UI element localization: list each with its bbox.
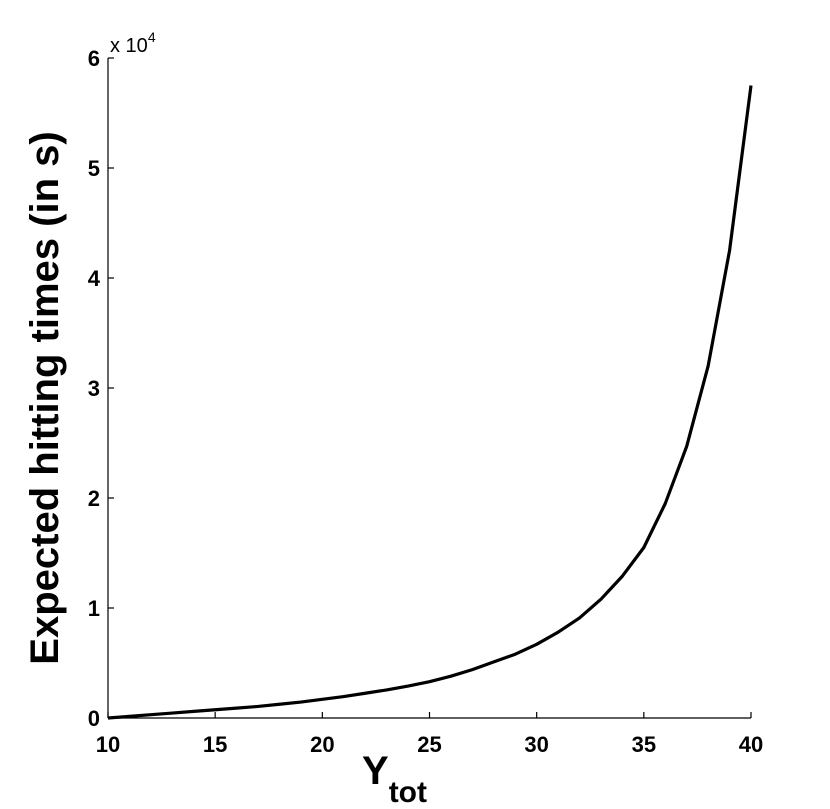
y-multiplier-exponent: 4 <box>148 29 156 45</box>
y-ticks: 0 1 2 3 4 5 6 <box>88 46 114 731</box>
y-tick-label: 5 <box>88 156 100 181</box>
x-tick-label: 30 <box>524 732 548 757</box>
x-ticks: 10 15 20 25 30 35 40 <box>96 712 763 757</box>
series-line <box>107 85 753 720</box>
y-tick-label: 0 <box>88 706 100 731</box>
y-tick-label: 2 <box>88 486 100 511</box>
x-axis-label-main: Y <box>362 749 389 793</box>
x-tick-label: 40 <box>739 732 763 757</box>
y-multiplier: x 104 <box>110 29 156 57</box>
series-group <box>107 85 753 720</box>
x-axis-label: Ytot <box>362 749 427 809</box>
y-tick-label: 1 <box>88 596 100 621</box>
x-tick-label: 20 <box>310 732 334 757</box>
x-tick-label: 15 <box>203 732 227 757</box>
x-tick-label: 35 <box>632 732 656 757</box>
x-axis-label-subscript: tot <box>389 776 427 809</box>
y-tick-label: 3 <box>88 376 100 401</box>
x-tick-label: 25 <box>417 732 441 757</box>
axes <box>107 58 751 719</box>
y-tick-label: 6 <box>88 46 100 71</box>
x-tick-label: 10 <box>96 732 120 757</box>
y-axis-label: Expected hitting times (in s) <box>23 131 67 664</box>
y-multiplier-base: x 10 <box>110 35 148 57</box>
y-tick-label: 4 <box>88 266 101 291</box>
